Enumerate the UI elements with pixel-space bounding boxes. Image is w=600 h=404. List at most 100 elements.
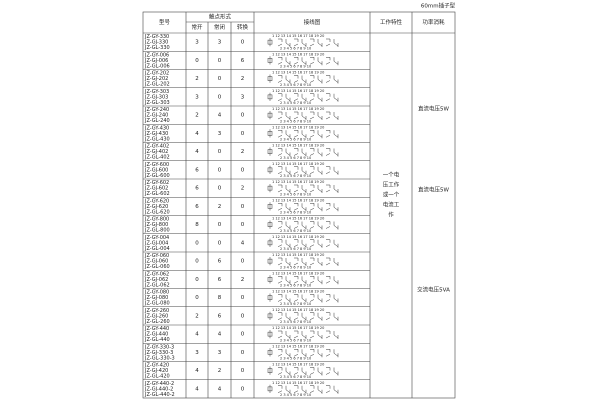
- wiring-diagram: [269, 330, 339, 339]
- contact-count: 6: [195, 186, 199, 192]
- model-code: JZ-GJ-303: [144, 94, 168, 100]
- power-consumption: 直流电压5W: [418, 105, 449, 113]
- power-consumption: 交流电压5VA: [417, 286, 450, 294]
- wiring-diagram: [269, 147, 339, 157]
- terminal-numbers: 2 3 4 5 6 7 8 9 10: [280, 357, 311, 361]
- work-characteristic: 作: [388, 211, 394, 219]
- model-code: JZ-GL-240: [144, 118, 170, 124]
- page-note: 60mm插子型: [421, 2, 456, 10]
- model-code: JZ-GY-600: [144, 162, 169, 168]
- terminal-numbers: 1 12 13 14 15 16 17 18 19 20: [272, 308, 324, 312]
- terminal-numbers: 2 3 4 5 6 7 8 9 10: [280, 174, 311, 178]
- model-code: JZ-GY-602: [144, 180, 169, 186]
- model-code: JZ-GY-330-3: [144, 344, 174, 350]
- terminal-numbers: 1 12 13 14 15 16 17 18 19 20: [272, 326, 324, 330]
- terminal-numbers: 2 3 4 5 6 7 8 9 10: [280, 138, 311, 142]
- contact-count: 0: [195, 58, 199, 64]
- terminal-numbers: 1 12 13 14 15 16 17 18 19 20: [272, 162, 324, 166]
- wiring-diagram: [269, 184, 339, 193]
- contact-count: 4: [218, 113, 222, 119]
- contact-count: 2: [195, 313, 199, 319]
- model-code: JZ-GJ-420: [144, 368, 168, 374]
- contact-count: 6: [218, 313, 222, 319]
- model-code: JZ-GY-062: [144, 271, 169, 277]
- model-code: JZ-GJ-430: [144, 131, 168, 137]
- model-code: JZ-GL-006: [144, 63, 170, 69]
- model-code: JZ-GJ-800: [144, 222, 168, 228]
- wiring-diagram: [269, 111, 339, 120]
- wiring-diagram: [269, 348, 339, 358]
- contact-count: 4: [218, 332, 222, 338]
- model-code: JZ-GY-430: [144, 125, 169, 131]
- model-code: JZ-GY-260: [144, 308, 169, 314]
- wiring-diagram: [269, 38, 339, 47]
- model-code: JZ-GJ-602: [144, 186, 168, 192]
- terminal-numbers: 1 12 13 14 15 16 17 18 19 20: [272, 52, 324, 56]
- terminal-numbers: 2 3 4 5 6 7 8 9 10: [280, 156, 311, 160]
- model-code: JZ-GL-602: [144, 191, 170, 197]
- terminal-numbers: 1 12 13 14 15 16 17 18 19 20: [272, 71, 324, 75]
- wiring-diagram: [269, 257, 339, 266]
- model-code: JZ-GL-004: [144, 246, 170, 252]
- model-code: JZ-GL-260: [144, 319, 170, 325]
- contact-count: 0: [218, 240, 222, 246]
- terminal-numbers: 1 12 13 14 15 16 17 18 19 20: [272, 34, 324, 38]
- contact-count: 0: [218, 167, 222, 173]
- contact-count: 2: [241, 186, 245, 192]
- model-code: JZ-GY-004: [144, 235, 169, 241]
- terminal-numbers: 1 12 13 14 15 16 17 18 19 20: [272, 107, 324, 111]
- model-code: JZ-GL-080: [144, 301, 170, 307]
- contact-count: 8: [218, 295, 222, 301]
- contact-count: 4: [195, 332, 199, 338]
- wiring-diagram: [269, 275, 339, 285]
- contact-count: 3: [195, 40, 199, 46]
- model-code: JZ-GJ-402: [144, 149, 168, 155]
- work-characteristic: 压工作: [383, 181, 400, 189]
- model-code: JZ-GL-303: [144, 100, 170, 106]
- work-characteristic: 一个电: [383, 171, 400, 179]
- contact-count: 4: [195, 386, 199, 392]
- contact-count: 0: [241, 113, 245, 119]
- contact-count: 6: [218, 277, 222, 283]
- contact-count: 2: [218, 368, 222, 374]
- model-code: JZ-GY-202: [144, 71, 169, 77]
- contact-count: 0: [195, 277, 199, 283]
- contact-count: 0: [241, 313, 245, 319]
- model-code: JZ-GJ-202: [144, 76, 168, 82]
- power-consumption: 直流电压5W: [418, 186, 449, 194]
- contact-count: 2: [195, 113, 199, 119]
- model-code: JZ-GJ-620: [144, 204, 168, 210]
- terminal-numbers: 1 12 13 14 15 16 17 18 19 20: [272, 217, 324, 221]
- model-code: JZ-GL-620: [144, 209, 170, 215]
- model-code: JZ-GJ-006: [144, 58, 168, 64]
- terminal-numbers: 2 3 4 5 6 7 8 9 10: [280, 119, 311, 123]
- terminal-numbers: 2 3 4 5 6 7 8 9 10: [280, 65, 311, 69]
- model-code: JZ-GJ-260: [144, 313, 168, 319]
- contact-count: 0: [241, 222, 245, 228]
- column-header: 功率消耗: [422, 18, 445, 26]
- terminal-numbers: 1 12 13 14 15 16 17 18 19 20: [272, 290, 324, 294]
- contact-count: 2: [241, 76, 245, 82]
- model-code: JZ-GJ-440: [144, 332, 168, 338]
- terminal-numbers: 2 3 4 5 6 7 8 9 10: [280, 265, 311, 269]
- column-header: 常开: [191, 23, 203, 31]
- terminal-numbers: 2 3 4 5 6 7 8 9 10: [280, 393, 311, 397]
- contact-count: 0: [218, 76, 222, 82]
- wiring-diagram: [269, 129, 339, 139]
- model-code: JZ-GL-800: [144, 228, 170, 234]
- contact-count: 0: [241, 332, 245, 338]
- column-header: 常闭: [214, 23, 225, 31]
- contact-count: 2: [195, 76, 199, 82]
- contact-count: 0: [241, 386, 245, 392]
- model-code: JZ-GJ-600: [144, 167, 168, 173]
- contact-count: 3: [218, 40, 222, 46]
- terminal-numbers: 2 3 4 5 6 7 8 9 10: [280, 302, 311, 306]
- model-code: JZ-GL-330: [144, 45, 170, 51]
- contact-count: 0: [195, 259, 199, 265]
- column-header: 触点形式: [209, 13, 232, 21]
- wiring-diagram: [269, 238, 339, 248]
- terminal-numbers: 1 12 13 14 15 16 17 18 19 20: [272, 253, 324, 257]
- model-code: JZ-GL-420: [144, 374, 170, 380]
- terminal-numbers: 2 3 4 5 6 7 8 9 10: [280, 46, 311, 50]
- model-code: JZ-GY-402: [144, 144, 169, 150]
